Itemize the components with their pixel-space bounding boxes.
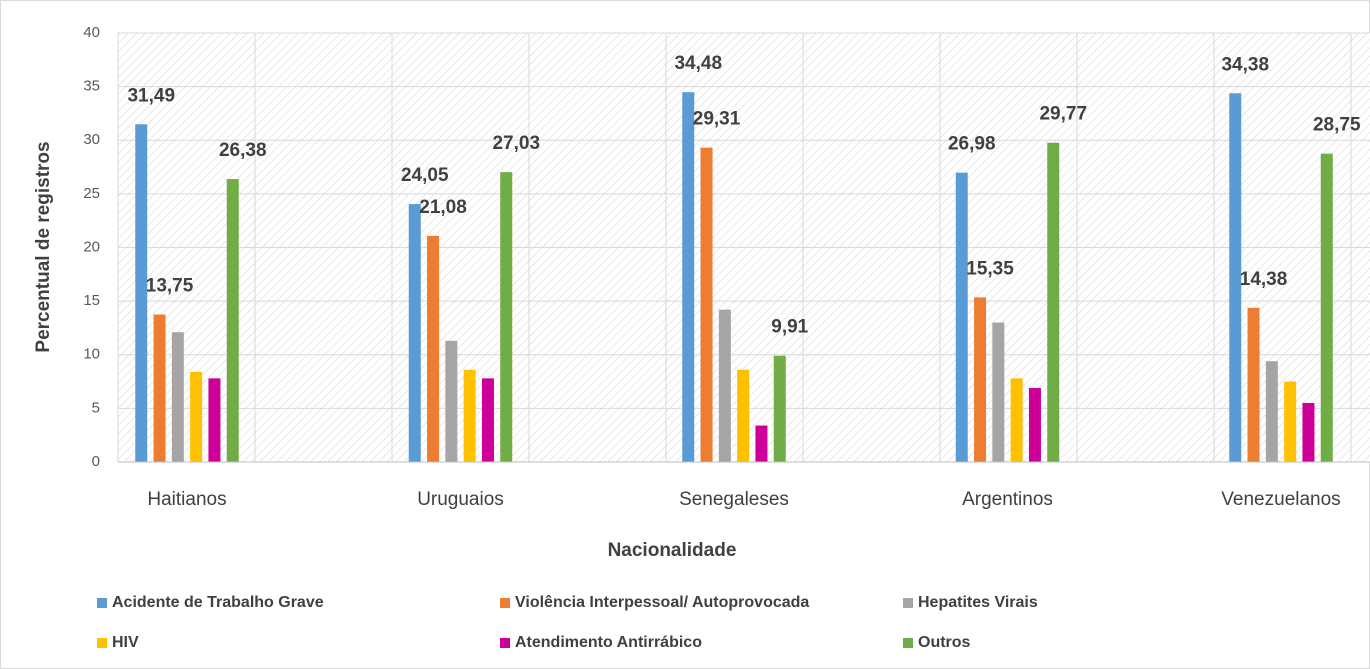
legend-swatch — [97, 638, 107, 648]
y-tick-label: 25 — [83, 185, 100, 202]
y-tick-label: 0 — [92, 453, 100, 470]
y-tick-label: 35 — [83, 78, 100, 95]
bar — [955, 172, 968, 462]
bar — [463, 369, 476, 462]
data-label: 31,49 — [127, 85, 175, 106]
bar — [1047, 142, 1060, 463]
bar — [445, 340, 458, 462]
bar — [171, 332, 184, 462]
bar — [1028, 387, 1041, 462]
bar — [1302, 403, 1315, 462]
legend-swatch — [903, 638, 913, 648]
bar — [427, 235, 440, 462]
data-label: 14,38 — [1240, 269, 1288, 290]
x-tick-label: Haitianos — [147, 489, 226, 510]
bar — [153, 314, 166, 462]
bar — [1265, 361, 1278, 462]
legend-label: Acidente de Trabalho Grave — [112, 594, 324, 611]
y-axis-title: Percentual de registros — [33, 141, 54, 352]
data-label: 24,05 — [401, 165, 449, 186]
legend-swatch — [903, 598, 913, 608]
data-label: 9,91 — [771, 317, 808, 338]
x-tick-label: Venezuelanos — [1221, 489, 1340, 510]
bar — [718, 309, 731, 462]
legend-swatch — [97, 598, 107, 608]
x-tick-label: Senegaleses — [679, 489, 789, 510]
bar — [1320, 153, 1333, 462]
legend-swatch — [500, 598, 510, 608]
bar — [737, 369, 750, 462]
bar — [1010, 378, 1023, 462]
legend-label: Atendimento Antirrábico — [515, 634, 702, 651]
data-label: 34,48 — [674, 53, 722, 74]
y-tick-label: 40 — [83, 24, 100, 41]
x-tick-label: Uruguaios — [417, 489, 504, 510]
data-label: 34,38 — [1221, 54, 1269, 75]
bar — [408, 204, 421, 462]
data-label: 28,75 — [1313, 115, 1361, 136]
bar — [974, 297, 987, 462]
data-label: 29,31 — [693, 109, 741, 130]
bar — [700, 147, 713, 462]
legend-label: HIV — [112, 634, 139, 651]
data-label: 27,03 — [492, 133, 540, 154]
bar — [992, 322, 1005, 462]
legend-label: Hepatites Virais — [918, 594, 1038, 611]
bar — [226, 179, 239, 462]
data-label: 29,77 — [1039, 104, 1087, 125]
x-axis-title: Nacionalidade — [608, 540, 737, 561]
bar — [135, 124, 148, 463]
bar — [682, 92, 695, 463]
bar — [481, 378, 494, 462]
legend-label: Violência Interpessoal/ Autoprovocada — [515, 594, 809, 611]
bar — [208, 378, 221, 462]
y-tick-label: 30 — [83, 131, 100, 148]
data-label: 15,35 — [966, 258, 1014, 279]
y-tick-label: 5 — [92, 399, 100, 416]
bar — [500, 172, 513, 462]
y-tick-label: 15 — [83, 292, 100, 309]
legend-swatch — [500, 638, 510, 648]
data-label: 26,98 — [948, 134, 996, 155]
bar — [1284, 381, 1297, 462]
bar — [190, 371, 203, 462]
y-tick-label: 10 — [83, 346, 100, 363]
y-tick-label: 20 — [83, 238, 100, 255]
legend-label: Outros — [918, 634, 971, 651]
bar — [1229, 93, 1242, 462]
bar — [773, 355, 786, 462]
x-tick-label: Argentinos — [962, 489, 1053, 510]
bar — [1247, 307, 1260, 462]
bar — [755, 425, 768, 462]
data-label: 21,08 — [419, 197, 467, 218]
data-label: 13,75 — [146, 276, 194, 297]
data-label: 26,38 — [219, 140, 267, 161]
